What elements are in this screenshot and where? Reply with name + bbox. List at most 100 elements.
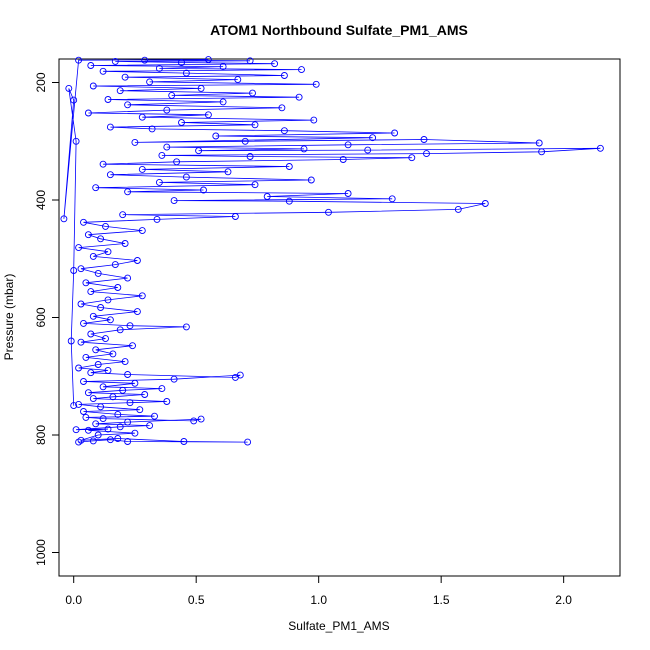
data-point <box>106 123 114 131</box>
data-point <box>197 415 205 423</box>
data-point <box>89 437 97 445</box>
data-point <box>182 173 190 181</box>
data-point <box>535 139 543 147</box>
data-point <box>344 190 352 197</box>
data-point <box>104 96 112 103</box>
y-tick-label: 600 <box>34 307 48 327</box>
data-point <box>148 125 156 133</box>
chart-title: ATOM1 Northbound Sulfate_PM1_AMS <box>210 22 468 38</box>
data-point <box>271 60 279 68</box>
data-point <box>82 413 90 421</box>
data-point <box>170 197 178 205</box>
data-point <box>155 64 163 72</box>
data-point <box>369 134 377 142</box>
data-point <box>102 335 109 343</box>
data-point <box>84 231 92 239</box>
data-point <box>141 391 149 398</box>
data-point <box>285 163 293 170</box>
data-point <box>109 350 117 358</box>
data-point <box>133 257 141 264</box>
data-point <box>84 109 92 117</box>
data-point <box>99 383 107 391</box>
data-point <box>121 73 129 81</box>
data-point <box>310 116 318 124</box>
data-point <box>84 426 92 434</box>
data-point <box>104 248 112 256</box>
data-point <box>538 148 546 156</box>
data-point <box>89 395 97 403</box>
x-axis: 0.0 0.5 1.0 1.5 2.0 <box>65 575 572 607</box>
data-point <box>99 415 107 423</box>
data-point <box>180 438 188 445</box>
data-point <box>153 215 161 223</box>
data-point <box>408 154 416 162</box>
data-point <box>241 137 249 145</box>
data-point <box>104 425 112 433</box>
data-point <box>182 323 190 331</box>
data-point <box>89 82 97 90</box>
data-point <box>163 398 171 405</box>
data-point <box>280 127 288 135</box>
data-point <box>158 151 166 159</box>
data-point <box>251 181 259 189</box>
data-point <box>251 121 259 129</box>
y-tick-label: 800 <box>34 425 48 445</box>
x-axis-label: Sulfate_PM1_AMS <box>288 619 389 633</box>
data-point <box>158 385 166 393</box>
data-point <box>124 101 132 109</box>
data-point <box>300 145 308 153</box>
data-point <box>80 218 87 226</box>
data-point <box>249 89 256 97</box>
data-point <box>99 160 107 168</box>
data-point <box>195 147 203 155</box>
data-point <box>67 337 75 345</box>
data-point <box>182 69 190 77</box>
y-tick-label: 1000 <box>34 539 48 566</box>
data-point <box>168 91 176 99</box>
data-point <box>131 138 139 146</box>
data-point <box>138 165 146 173</box>
data-point <box>344 141 352 149</box>
x-tick-label: 2.0 <box>555 593 572 607</box>
data-point <box>138 113 146 121</box>
data-point <box>119 211 127 219</box>
data-point <box>111 57 119 65</box>
data-point <box>178 59 185 66</box>
data-point <box>298 66 305 74</box>
data-point <box>190 417 198 425</box>
data-point <box>65 84 73 92</box>
data-point <box>116 87 124 95</box>
data-point <box>114 410 122 418</box>
data-point <box>163 143 171 151</box>
data-point <box>151 412 158 420</box>
data-point <box>75 400 83 408</box>
data-point <box>163 106 171 114</box>
data-point <box>133 308 141 316</box>
plot-area <box>58 56 621 577</box>
data-point <box>114 284 122 291</box>
data-point <box>420 136 428 143</box>
data-point <box>106 436 114 444</box>
data-point <box>119 386 127 394</box>
data-point <box>92 346 100 354</box>
x-tick-label: 0.5 <box>188 593 205 607</box>
data-point <box>94 269 102 277</box>
data-point <box>102 222 109 230</box>
data-point <box>138 292 146 300</box>
data-point <box>285 197 293 205</box>
data-point <box>92 184 100 192</box>
data-point <box>77 300 85 308</box>
data-point <box>146 422 154 430</box>
data-point <box>124 418 132 426</box>
y-tick-label: 400 <box>34 190 48 210</box>
data-point <box>114 435 122 442</box>
data-point <box>263 193 271 200</box>
data-point <box>146 78 154 86</box>
data-point <box>106 316 114 324</box>
data-point <box>246 57 254 65</box>
data-point <box>77 265 85 273</box>
data-point <box>339 156 347 163</box>
data-point <box>124 188 132 196</box>
data-point <box>106 171 114 179</box>
